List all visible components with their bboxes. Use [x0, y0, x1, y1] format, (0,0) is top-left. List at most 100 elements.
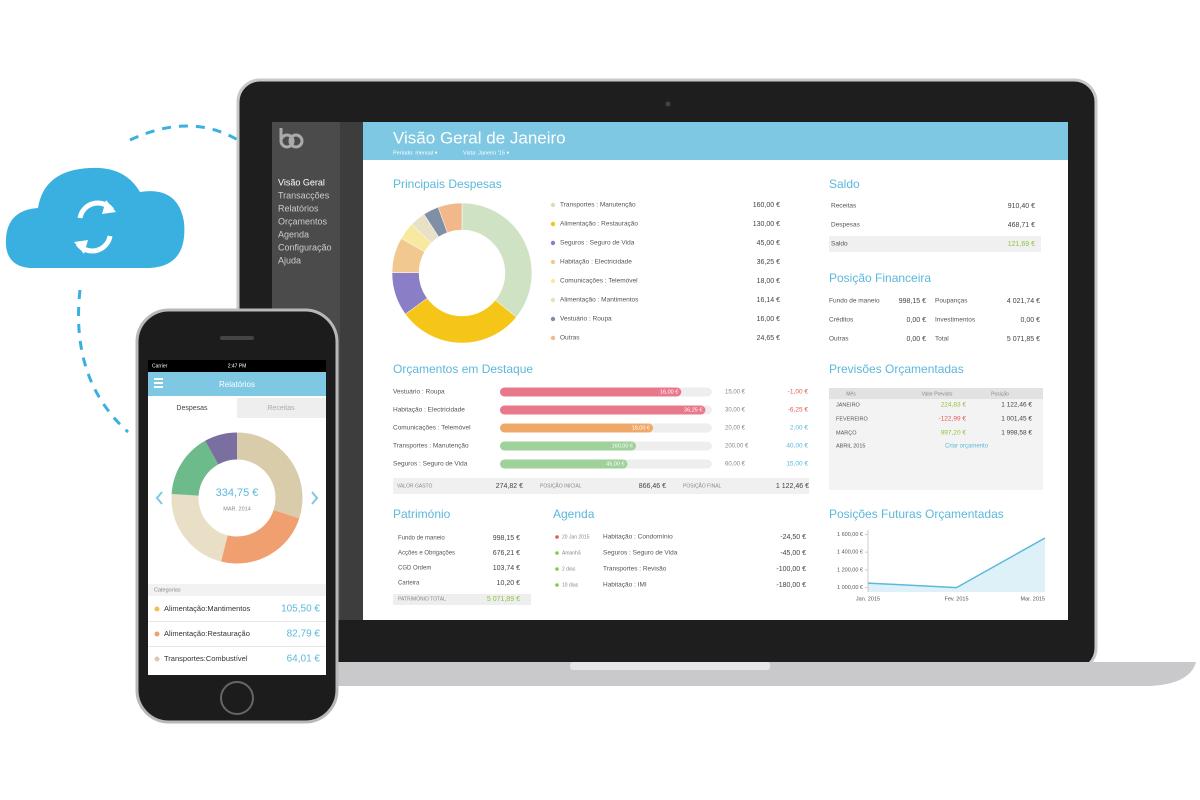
agenda-date: Amanhã [562, 550, 581, 556]
phone-title: Relatórios [219, 380, 255, 389]
legend-dot [154, 656, 160, 662]
expense-value: 160,00 € [753, 202, 780, 209]
legend-dot [550, 259, 556, 265]
y-tick-label: 1 400,00 € [837, 550, 863, 556]
carrier: Carrier [152, 363, 168, 369]
phone-item-value: 105,50 € [281, 604, 320, 615]
phone-item-name: Alimentação:Restauração [164, 629, 250, 638]
budget-bar [500, 423, 653, 433]
nav-item[interactable]: Agenda [278, 229, 309, 239]
wealth-value: 10,20 € [497, 580, 520, 587]
agenda-name: Seguros : Seguro de Vida [603, 550, 678, 557]
budget-limit: 60,00 € [725, 462, 746, 468]
y-tick-label: 1 000,00 € [837, 585, 863, 591]
forecast-value: 997,20 € [941, 430, 967, 437]
donut-segment [461, 202, 533, 318]
section-title: Saldo [829, 177, 860, 191]
cloud [5, 167, 185, 268]
legend-dot [550, 278, 556, 284]
section-title: Posição Financeira [829, 271, 931, 285]
budget-diff: 40,00 € [786, 443, 808, 450]
laptop-notch [570, 662, 770, 670]
menu-icon [154, 382, 163, 384]
budget-spent: 16,00 € [660, 389, 678, 395]
phone-item-value: 64,01 € [287, 654, 321, 665]
forecast-position: 1 998,58 € [1001, 430, 1032, 437]
agenda-amount: -180,00 € [776, 582, 806, 589]
phone-tab[interactable]: Receitas [267, 405, 295, 412]
forecast-position: 1 122,46 € [1001, 402, 1032, 409]
fin-value: 4 021,74 € [1007, 298, 1040, 305]
agenda-dot [555, 583, 559, 587]
phone-item-value: 82,79 € [287, 629, 321, 640]
forecast-bg [829, 388, 1043, 490]
fin-label: Poupanças [935, 298, 968, 305]
budget-diff: -1,00 € [788, 389, 809, 396]
y-tick-label: 1 600,00 € [837, 532, 863, 538]
logo [279, 128, 304, 149]
agenda-name: Habitação : Condomínio [603, 534, 673, 541]
header-bar [363, 122, 1068, 160]
legend-dot [550, 221, 556, 227]
menu-icon [154, 386, 163, 388]
expense-value: 130,00 € [753, 221, 780, 228]
expense-name: Seguros : Seguro de Vida [560, 240, 635, 247]
balance-label: Receitas [831, 203, 857, 210]
saldo-bg [829, 236, 1041, 252]
expense-name: Outras [560, 335, 580, 342]
fin-value: 0,00 € [907, 317, 927, 324]
sync-link [77, 289, 130, 434]
wealth-label: CGD Ordem [398, 566, 431, 572]
nav-item[interactable]: Orçamentos [278, 216, 328, 226]
total-value: 866,46 € [639, 483, 666, 490]
nav-item[interactable]: Visão Geral [278, 177, 325, 187]
donut-segment [437, 202, 463, 233]
wealth-value: 998,15 € [493, 535, 520, 542]
nav-item[interactable]: Configuração [278, 242, 332, 252]
home-button[interactable] [220, 681, 254, 715]
nav-item[interactable]: Ajuda [278, 255, 301, 265]
phone-tab-inactive [237, 398, 326, 418]
phone-tab[interactable]: Despesas [176, 405, 208, 412]
expense-value: 45,00 € [757, 240, 780, 247]
fin-value: 0,00 € [907, 336, 927, 343]
legend-dot [154, 606, 160, 612]
wealth-label: Acções e Obrigações [398, 551, 455, 557]
budget-limit: 20,00 € [725, 426, 746, 432]
menu-icon[interactable] [154, 378, 163, 380]
sync-link [129, 124, 239, 142]
budget-name: Comunicações : Telemóvel [393, 425, 471, 432]
filter[interactable]: Período: mensal ▾ [393, 150, 438, 156]
area [868, 538, 1045, 592]
line [867, 537, 1046, 589]
clock: 2:47 PM [228, 363, 247, 369]
budget-spent: 18,00 € [632, 425, 650, 431]
budget-limit: 200,00 € [725, 444, 749, 450]
x-tick-label: Mar. 2015 [1021, 596, 1045, 602]
agenda-name: Transportes : Revisão [603, 566, 667, 573]
nav-item[interactable]: Transacções [278, 190, 330, 200]
budget-limit: 30,00 € [725, 408, 746, 414]
legend-dot [154, 631, 160, 637]
section-title: Agenda [553, 507, 595, 521]
create-link[interactable]: Criar orçamento [945, 444, 989, 450]
legend-dot [550, 335, 556, 341]
y-tick-label: 1 200,00 € [837, 567, 863, 573]
column-header: Mês [846, 391, 856, 397]
wealth-value: 676,21 € [493, 550, 520, 557]
budget-name: Seguros : Seguro de Vida [393, 461, 468, 468]
legend-dot [550, 297, 556, 303]
legend-dot [550, 316, 556, 322]
total-label: VALOR GASTO [397, 483, 432, 489]
budget-spent: 36,25 € [684, 407, 702, 413]
expense-name: Transportes : Manutenção [560, 202, 636, 209]
filter[interactable]: Vista: Janeiro '15 ▾ [463, 150, 509, 156]
phone-section-bg [148, 584, 326, 596]
camera [665, 101, 671, 107]
nav-item[interactable]: Relatórios [278, 203, 319, 213]
phone-chevrons[interactable] [155, 491, 319, 505]
budget-bar [500, 405, 706, 415]
budget-name: Transportes : Manutenção [393, 443, 469, 450]
forecast-value: 224,83 € [941, 402, 967, 409]
phone-status-bar [148, 360, 326, 372]
